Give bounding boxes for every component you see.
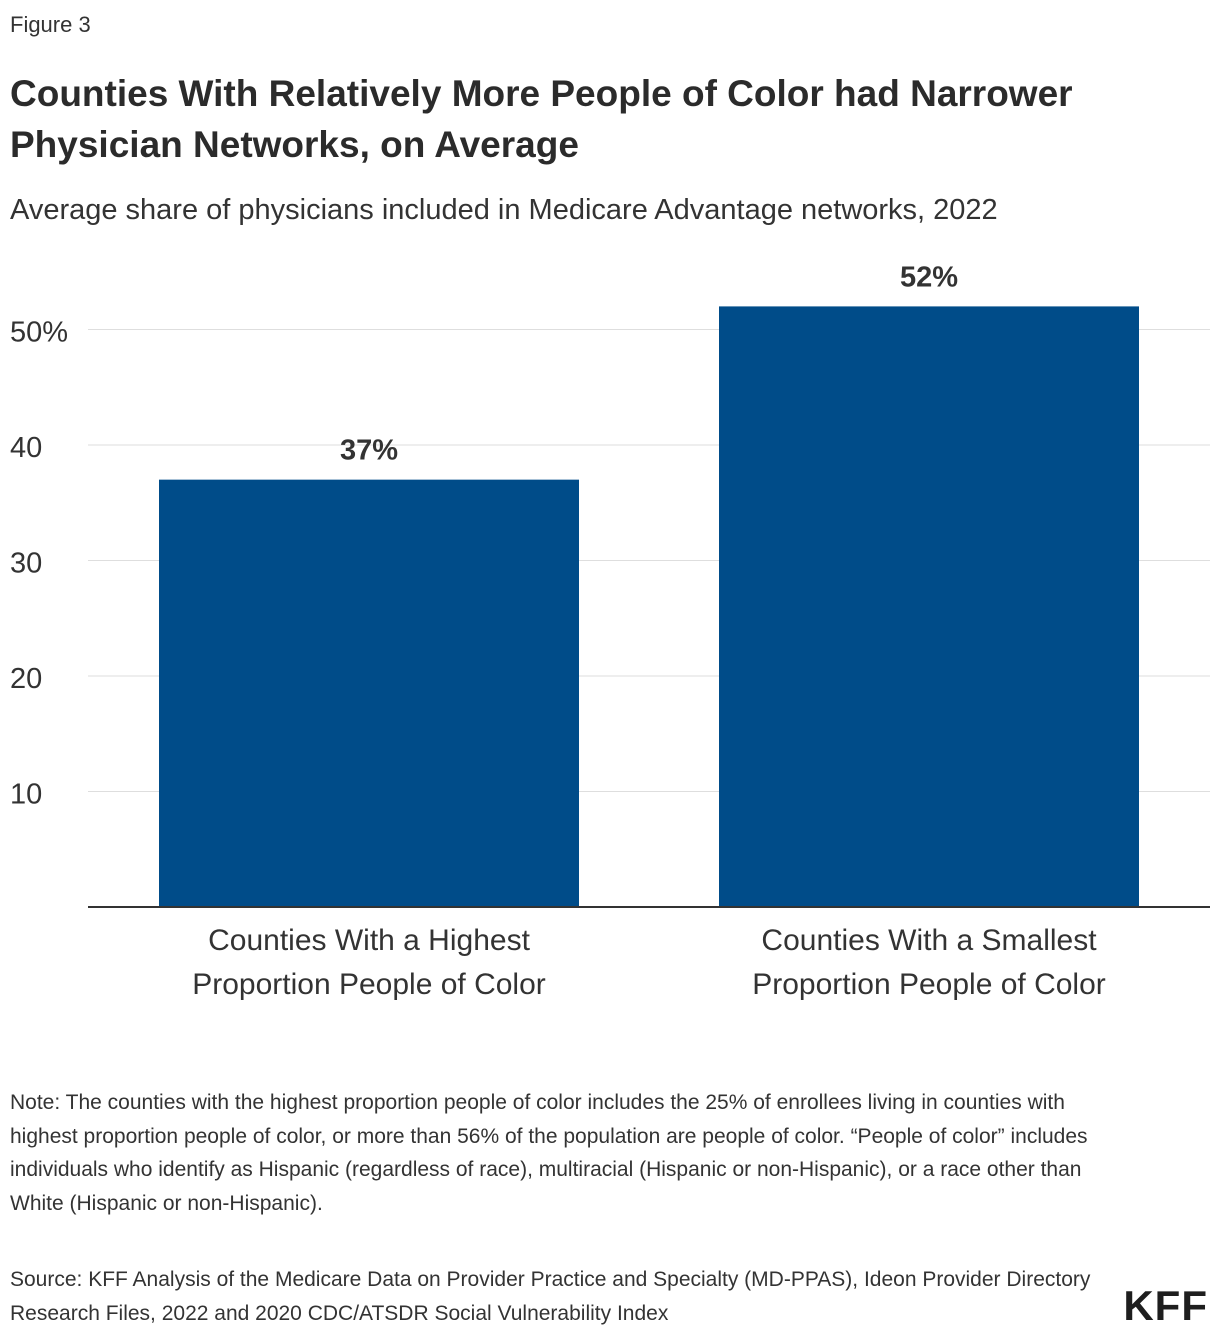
chart-title: Counties With Relatively More People of …: [10, 73, 1073, 165]
kff-logo: KFF: [1123, 1282, 1208, 1329]
y-tick-label: 40: [10, 432, 42, 464]
figure-label: Figure 3: [10, 12, 91, 37]
x-category-label: Proportion People of Color: [192, 968, 546, 1001]
y-tick-label: 30: [10, 548, 42, 580]
y-tick-label: 10: [10, 779, 42, 811]
bar: [159, 479, 579, 907]
x-category-label: Counties With a Smallest: [761, 924, 1097, 957]
y-tick-label: 20: [10, 663, 42, 695]
bar: [719, 306, 1139, 907]
chart-note: Note: The counties with the highest prop…: [10, 1091, 1088, 1215]
x-category-label: Counties With a Highest: [208, 924, 530, 957]
bar-chart: 10 20 30 40 50% 37% Counties With a Highest Pro…: [10, 261, 1210, 1001]
y-tick-label: 50%: [10, 317, 68, 349]
bar-data-label: 37%: [340, 435, 398, 467]
chart-subtitle: Average share of physicians included in …: [10, 194, 998, 226]
bar-data-label: 52%: [900, 261, 958, 293]
x-category-label: Proportion People of Color: [752, 968, 1106, 1001]
chart-source: Source: KFF Analysis of the Medicare Dat…: [10, 1268, 1091, 1325]
